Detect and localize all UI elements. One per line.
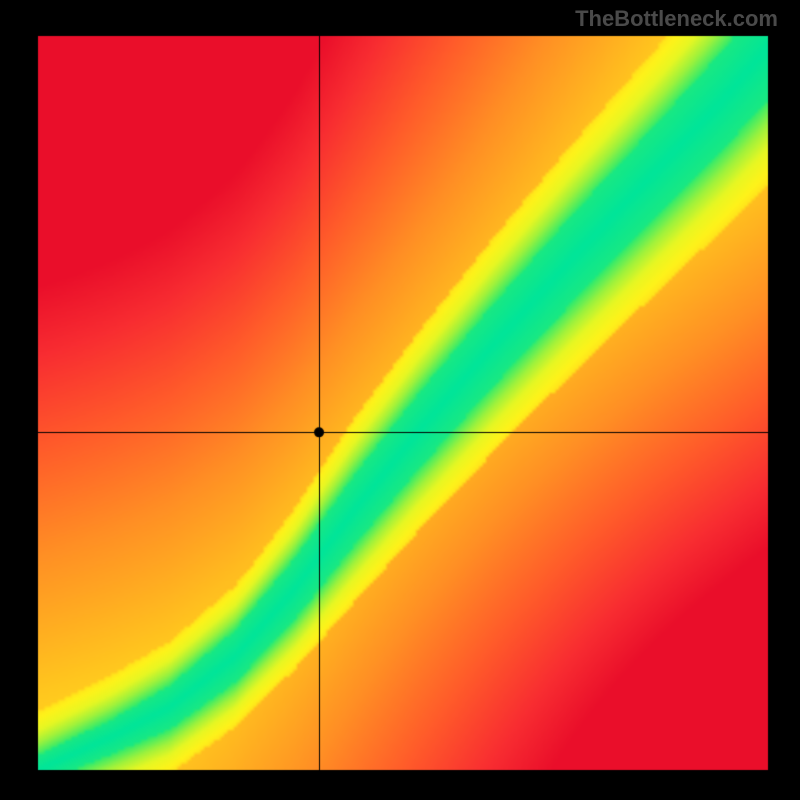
bottleneck-heatmap	[0, 0, 800, 800]
chart-container: TheBottleneck.com	[0, 0, 800, 800]
watermark-label: TheBottleneck.com	[575, 6, 778, 32]
